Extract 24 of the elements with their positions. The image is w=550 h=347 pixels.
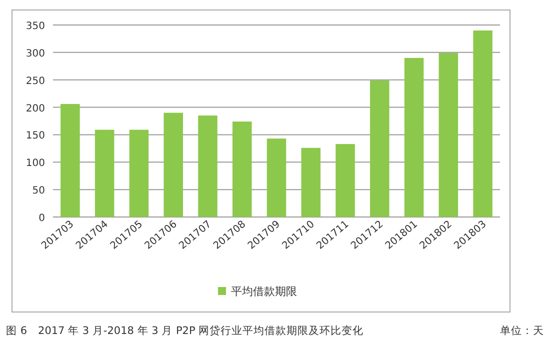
legend-label: 平均借款期限 — [231, 285, 297, 298]
bar — [60, 104, 80, 217]
bar — [232, 122, 252, 217]
bar — [198, 116, 218, 217]
y-tick-label: 250 — [26, 76, 45, 87]
bar — [164, 112, 183, 217]
y-tick-label: 100 — [26, 158, 45, 170]
y-tick-label: 300 — [26, 48, 45, 60]
caption: 图 6 2017 年 3 月-2018 年 3 月 P2P 网贷行业平均借款期限及环比变化 — [6, 324, 364, 337]
bar — [266, 138, 286, 217]
bar — [438, 52, 458, 217]
y-tick-label: 50 — [32, 186, 45, 197]
text: 单位：天 — [500, 324, 544, 337]
y-tick-label: 0 — [38, 213, 45, 224]
bar — [370, 80, 390, 217]
bar — [336, 144, 355, 217]
y-tick-label: 350 — [26, 21, 45, 32]
bar — [404, 58, 424, 217]
bar — [94, 130, 114, 217]
y-tick-label: 150 — [26, 130, 45, 142]
bar — [473, 30, 492, 217]
bar — [301, 148, 321, 217]
y-tick-label: 200 — [26, 103, 45, 114]
bar — [129, 130, 149, 217]
